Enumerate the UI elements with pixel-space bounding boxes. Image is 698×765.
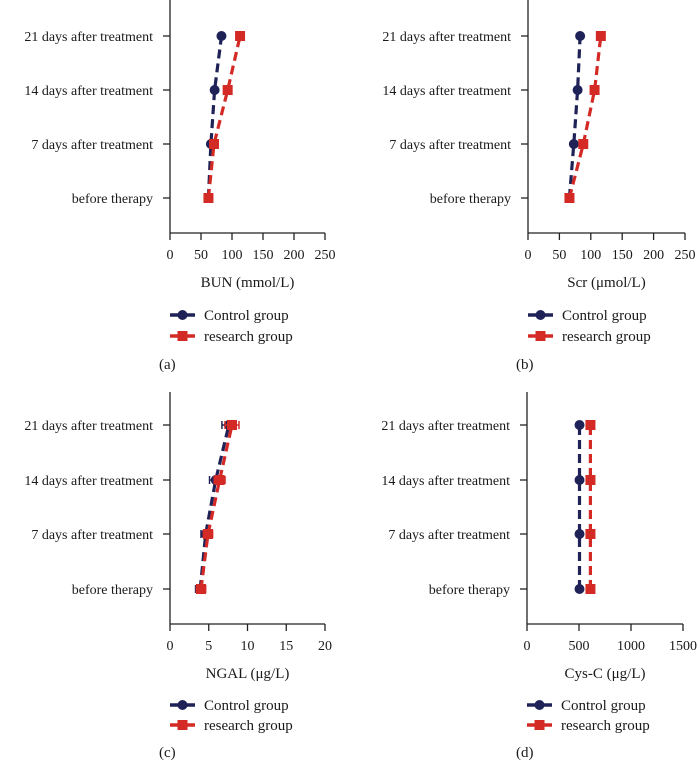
x-tick-label: 0: [524, 639, 531, 654]
panel-label: (c): [159, 745, 176, 761]
x-tick-label: 1500: [669, 639, 697, 654]
data-point-control: [574, 584, 585, 594]
data-point-research: [227, 420, 237, 430]
y-tick-label: 14 days after treatment: [381, 474, 510, 489]
y-tick-label: 7 days after treatment: [389, 138, 511, 153]
x-axis-label: Scr (μmol/L): [567, 275, 645, 291]
y-tick-label: 21 days after treatment: [381, 419, 510, 434]
data-point-control: [575, 31, 586, 41]
x-axis-label: BUN (mmol/L): [201, 275, 295, 291]
x-tick-label: 500: [569, 639, 590, 654]
data-point-research: [209, 139, 220, 149]
data-point-research: [202, 529, 213, 539]
data-point-control: [572, 85, 583, 95]
panel-label: (d): [516, 745, 534, 761]
series-line-control: [206, 35, 224, 199]
data-point-research: [585, 475, 596, 485]
legend-marker: [177, 331, 188, 341]
y-tick-label: 7 days after treatment: [31, 528, 153, 543]
y-tick-label: 14 days after treatment: [24, 84, 153, 99]
data-point-control: [209, 85, 220, 95]
x-tick-label: 10: [241, 639, 255, 654]
panel-label: (a): [159, 357, 176, 373]
y-tick-label: 21 days after treatment: [24, 419, 153, 434]
x-tick-label: 100: [222, 248, 243, 263]
x-tick-label: 0: [167, 639, 174, 654]
data-point-research: [203, 193, 214, 203]
legend-marker: [177, 700, 188, 710]
chart-panel-d: before therapy 7 days after treatment 14 d…: [381, 392, 697, 761]
y-tick-label: 7 days after treatment: [388, 528, 510, 543]
y-tick-label: 21 days after treatment: [24, 30, 153, 45]
series-line-research: [206, 35, 242, 199]
y-tick-label: before therapy: [72, 583, 153, 598]
series-line-control: [567, 35, 582, 199]
x-tick-label: 5: [205, 639, 212, 654]
x-axis-label: NGAL (μg/L): [206, 666, 290, 682]
y-tick-label: before therapy: [429, 583, 510, 598]
x-axis-label: Cys-C (μg/L): [565, 666, 646, 682]
legend-label: Control group: [562, 308, 647, 324]
legend-marker: [535, 310, 546, 320]
chart-panel-c: before therapy 7 days after treatment 14 d…: [24, 392, 332, 761]
x-tick-label: 150: [612, 248, 633, 263]
series-line-control: [198, 424, 231, 590]
legend-marker: [534, 720, 545, 730]
y-tick-label: before therapy: [72, 192, 153, 207]
x-tick-label: 150: [253, 248, 274, 263]
chart-panel-b: before therapy 7 days after treatment 14 d…: [382, 0, 696, 373]
legend-label: Control group: [204, 698, 289, 714]
legend-label: Control group: [561, 698, 646, 714]
y-tick-label: before therapy: [430, 192, 511, 207]
data-point-research: [578, 139, 589, 149]
data-point-research: [214, 475, 225, 485]
data-point-research: [595, 31, 606, 41]
data-point-research: [196, 584, 206, 594]
series-line-research: [199, 424, 234, 590]
legend-marker: [177, 720, 188, 730]
y-tick-label: 7 days after treatment: [31, 138, 153, 153]
chart-panel-a: before therapy 7 days after treatment 14 d…: [24, 0, 336, 373]
x-tick-label: 20: [318, 639, 332, 654]
x-tick-label: 250: [315, 248, 336, 263]
data-point-research: [585, 420, 596, 430]
x-tick-label: 50: [552, 248, 566, 263]
data-point-control: [574, 529, 585, 539]
x-tick-label: 1000: [617, 639, 645, 654]
x-tick-label: 0: [167, 248, 174, 263]
x-tick-label: 15: [279, 639, 293, 654]
x-tick-label: 50: [194, 248, 208, 263]
data-point-research: [564, 193, 575, 203]
legend-label: research group: [204, 329, 293, 345]
x-tick-label: 200: [284, 248, 305, 263]
y-tick-label: 14 days after treatment: [382, 84, 511, 99]
legend-marker: [534, 700, 545, 710]
legend-label: research group: [561, 718, 650, 734]
data-point-research: [585, 584, 596, 594]
data-point-research: [222, 85, 233, 95]
legend-label: research group: [204, 718, 293, 734]
legend-label: research group: [562, 329, 651, 345]
legend-marker: [535, 331, 546, 341]
series-line-research: [567, 35, 603, 199]
x-tick-label: 200: [643, 248, 664, 263]
data-point-research: [589, 85, 600, 95]
panel-label: (b): [516, 357, 534, 373]
data-point-control: [574, 475, 585, 485]
data-point-control: [216, 31, 227, 41]
x-tick-label: 250: [675, 248, 696, 263]
y-tick-label: 14 days after treatment: [24, 474, 153, 489]
y-tick-label: 21 days after treatment: [382, 30, 511, 45]
data-point-control: [574, 420, 585, 430]
data-point-research: [585, 529, 596, 539]
data-point-control: [568, 139, 579, 149]
legend-marker: [177, 310, 188, 320]
data-point-research: [235, 31, 246, 41]
x-tick-label: 100: [580, 248, 601, 263]
legend-label: Control group: [204, 308, 289, 324]
x-tick-label: 0: [525, 248, 532, 263]
